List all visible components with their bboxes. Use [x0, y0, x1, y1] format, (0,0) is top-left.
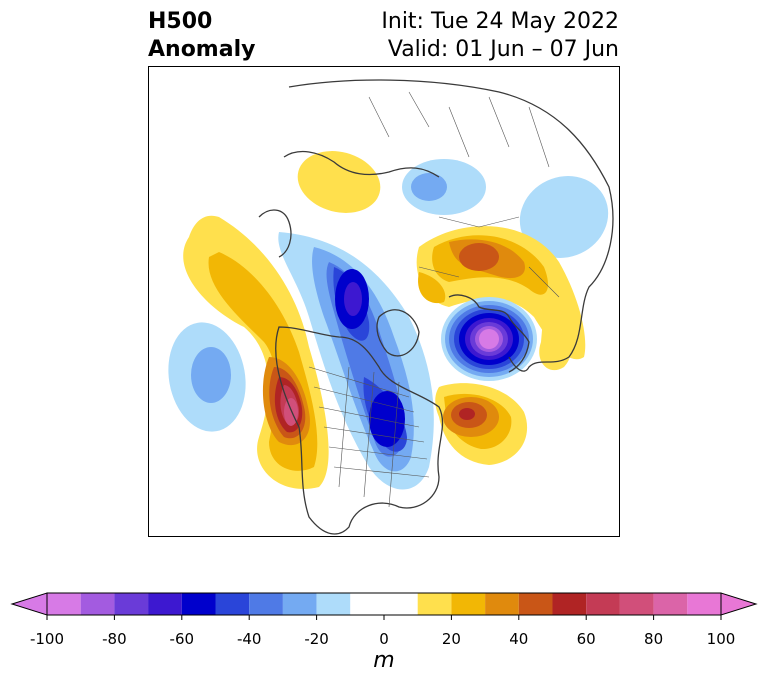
anomaly-canada-positive — [435, 383, 528, 465]
colorbar-tick-label: 40 — [509, 630, 529, 648]
chart-title-left: H500 Anomaly — [148, 8, 255, 64]
colorbar-segment — [80, 593, 115, 615]
colorbar-segment — [215, 593, 250, 615]
chart-title-right: Init: Tue 24 May 2022 Valid: 01 Jun – 07… — [381, 8, 619, 64]
colorbar-segment — [653, 593, 688, 615]
anomaly-siberia-negative — [402, 159, 486, 215]
colorbar-segment — [181, 593, 216, 615]
colorbar-tick-label: 100 — [706, 630, 736, 648]
field-name: H500 — [148, 9, 213, 34]
colorbar-segment — [619, 593, 654, 615]
colorbar-segment — [552, 593, 587, 615]
colorbar-segment — [687, 593, 721, 615]
init-time: Init: Tue 24 May 2022 — [381, 9, 619, 34]
anomaly-canada-negative — [278, 232, 434, 490]
colorbar-segment — [586, 593, 620, 615]
colorbar-unit-label: m — [373, 648, 395, 673]
colorbar-tick-label: 0 — [379, 630, 389, 648]
political-borders — [308, 91, 560, 508]
colorbar-tick-label: -60 — [169, 630, 195, 648]
anomaly-europe-positive — [539, 307, 572, 371]
colorbar-segment — [451, 593, 486, 615]
colorbar-segment — [316, 593, 351, 615]
colorbar-tick-label: -40 — [236, 630, 262, 648]
colorbar-segment — [47, 593, 81, 615]
field-type: Anomaly — [148, 37, 256, 62]
colorbar-tick-label: 80 — [644, 630, 664, 648]
colorbar-segment — [485, 593, 519, 615]
map-panel — [148, 66, 620, 537]
anomaly-central-asia-positive — [297, 151, 381, 213]
map-svg — [168, 79, 614, 535]
valid-period: Valid: 01 Jun – 07 Jun — [387, 37, 619, 62]
colorbar-segment — [518, 593, 553, 615]
colorbar-segment — [114, 593, 149, 615]
colorbar-tick-label: -20 — [304, 630, 329, 648]
anomaly-europe-negative-low — [441, 297, 537, 381]
anomaly-arctic-negative — [519, 176, 609, 258]
colorbar-over-arrow — [720, 592, 758, 616]
colorbar-tick-label: 20 — [441, 630, 461, 648]
colorbar-segment — [350, 593, 418, 615]
colorbar-segment — [148, 593, 182, 615]
anomaly-east-pacific-negative — [168, 322, 246, 432]
coastlines — [258, 79, 614, 535]
colorbar-tick-label: -100 — [29, 630, 65, 648]
colorbar-tick-label: 60 — [576, 630, 596, 648]
colorbar-segment — [417, 593, 452, 615]
colorbar-tick-label: -80 — [102, 630, 127, 648]
colorbar-under-arrow — [10, 592, 48, 616]
colorbar-segment — [282, 593, 317, 615]
colorbar — [10, 592, 758, 620]
colorbar-segment — [249, 593, 283, 615]
